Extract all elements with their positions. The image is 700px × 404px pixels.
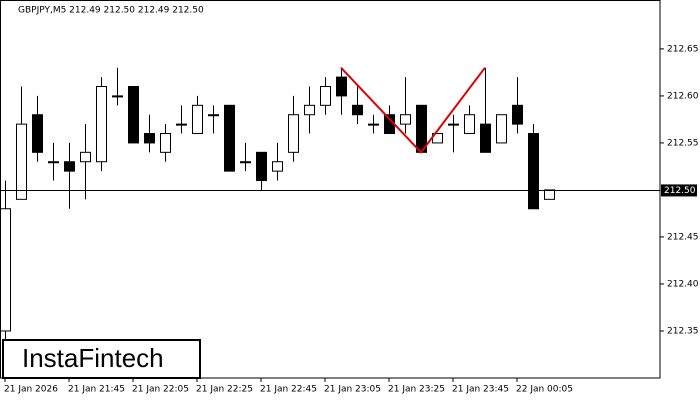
bull-body <box>368 123 379 126</box>
bear-body <box>480 123 491 153</box>
bull-body <box>16 123 27 200</box>
x-tick-label: 21 Jan 23:25 <box>388 385 445 395</box>
x-tick-label: 21 Jan 22:25 <box>196 385 253 395</box>
bull-body <box>464 114 475 135</box>
y-tick-label: 212.35 <box>667 326 699 336</box>
x-tick-label: 21 Jan 2026 <box>4 385 58 395</box>
bear-body <box>64 161 75 172</box>
bull-body <box>240 161 251 164</box>
bull-body <box>48 161 59 164</box>
bull-body <box>80 151 91 163</box>
bull-body <box>208 114 219 117</box>
bull-body <box>96 86 107 163</box>
plot-area <box>0 67 555 378</box>
y-tick-label: 212.60 <box>667 91 699 101</box>
y-tick-label: 212.55 <box>667 138 699 148</box>
bear-body <box>352 104 363 116</box>
logo-box <box>2 339 201 379</box>
bull-body <box>160 133 171 153</box>
x-tick-label: 21 Jan 22:05 <box>132 385 189 395</box>
x-tick-label: 21 Jan 22:45 <box>260 385 317 395</box>
x-tick-label: 21 Jan 23:05 <box>324 385 381 395</box>
x-tick-label: 21 Jan 23:45 <box>452 385 509 395</box>
bull-body <box>320 86 331 106</box>
bear-body <box>128 86 139 144</box>
y-tick-label: 212.40 <box>667 279 699 289</box>
bear-body <box>256 151 267 182</box>
bull-body <box>400 114 411 125</box>
bear-body <box>416 104 427 153</box>
bear-body <box>32 114 43 153</box>
bear-body <box>512 104 523 125</box>
y-tick-label: 212.65 <box>667 44 699 54</box>
plot-frame <box>0 0 661 379</box>
current-price-box <box>661 184 697 197</box>
bull-body <box>448 123 459 126</box>
bull-body <box>304 104 315 116</box>
bull-body <box>0 208 11 332</box>
bull-body <box>192 104 203 135</box>
x-tick-label: 21 Jan 21:45 <box>68 385 125 395</box>
bull-body <box>272 161 283 172</box>
bull-body <box>288 114 299 153</box>
bull-body <box>176 123 187 126</box>
bear-body <box>336 76 347 97</box>
bear-body <box>224 104 235 172</box>
x-tick-label: 22 Jan 00:05 <box>516 385 573 395</box>
chart-title: GBPJPY,M5 212.49 212.50 212.49 212.50 <box>18 6 204 16</box>
pattern-line <box>340 67 486 154</box>
bull-body <box>496 114 507 144</box>
bear-body <box>528 133 539 210</box>
bull-body <box>544 189 555 200</box>
logo: InstaFintech <box>22 343 164 373</box>
bear-body <box>144 133 155 144</box>
y-tick-label: 212.45 <box>667 232 699 242</box>
current-price-label: 212.50 <box>664 186 696 196</box>
bull-body <box>112 95 123 98</box>
